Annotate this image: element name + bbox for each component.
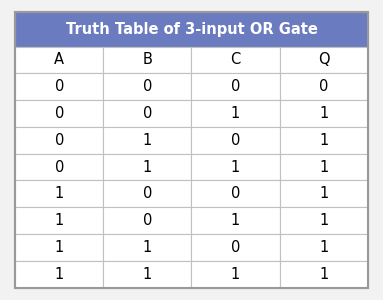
Text: 1: 1 [55, 186, 64, 201]
Text: C: C [231, 52, 241, 67]
Text: 0: 0 [231, 133, 240, 148]
Bar [15, 154, 103, 180]
Text: 1: 1 [319, 160, 328, 175]
Bar [280, 100, 368, 127]
Text: 0: 0 [231, 186, 240, 201]
Bar [103, 207, 192, 234]
Bar [15, 180, 103, 207]
Text: 0: 0 [55, 133, 64, 148]
Bar [15, 261, 103, 288]
Bar [280, 207, 368, 234]
Text: 1: 1 [319, 186, 328, 201]
Text: 1: 1 [319, 213, 328, 228]
Text: 1: 1 [319, 240, 328, 255]
Text: 0: 0 [143, 106, 152, 121]
Text: Truth Table of 3-input OR Gate: Truth Table of 3-input OR Gate [65, 22, 318, 37]
Bar [103, 127, 192, 154]
Text: Q: Q [318, 52, 329, 67]
Text: 1: 1 [231, 160, 240, 175]
Text: 1: 1 [143, 133, 152, 148]
Bar [103, 46, 192, 73]
Text: 1: 1 [231, 267, 240, 282]
Bar [15, 127, 103, 154]
Text: 1: 1 [55, 213, 64, 228]
Bar [280, 261, 368, 288]
Bar [192, 127, 280, 154]
Text: 0: 0 [55, 79, 64, 94]
Bar [103, 154, 192, 180]
Text: 0: 0 [55, 160, 64, 175]
Bar [192, 154, 280, 180]
Text: 1: 1 [143, 160, 152, 175]
Text: 1: 1 [55, 267, 64, 282]
Text: 0: 0 [55, 106, 64, 121]
Bar [15, 100, 103, 127]
Text: 1: 1 [319, 106, 328, 121]
Bar [192, 46, 280, 73]
Bar [15, 234, 103, 261]
Bar [280, 234, 368, 261]
Bar [280, 127, 368, 154]
Text: 0: 0 [143, 186, 152, 201]
Bar [103, 100, 192, 127]
Bar [103, 73, 192, 100]
Text: 1: 1 [143, 267, 152, 282]
Text: 1: 1 [319, 133, 328, 148]
Bar [103, 234, 192, 261]
Bar [192, 100, 280, 127]
Text: 0: 0 [231, 79, 240, 94]
Text: A: A [54, 52, 64, 67]
Text: 0: 0 [231, 240, 240, 255]
Text: 1: 1 [231, 213, 240, 228]
Bar [103, 261, 192, 288]
Bar [192, 73, 280, 100]
Bar [15, 207, 103, 234]
Bar [15, 46, 103, 73]
Bar [280, 73, 368, 100]
Text: 0: 0 [319, 79, 328, 94]
Bar [280, 46, 368, 73]
Text: B: B [142, 52, 152, 67]
Bar [192, 261, 280, 288]
Bar [280, 180, 368, 207]
Bar [192, 234, 280, 261]
Bar [15, 73, 103, 100]
Bar [280, 154, 368, 180]
Text: 1: 1 [231, 106, 240, 121]
Bar [192, 207, 280, 234]
Text: 1: 1 [143, 240, 152, 255]
Text: 1: 1 [55, 240, 64, 255]
Text: 0: 0 [143, 79, 152, 94]
Bar [192, 180, 280, 207]
Text: 0: 0 [143, 213, 152, 228]
Bar [103, 180, 192, 207]
Text: 1: 1 [319, 267, 328, 282]
Bar [15, 12, 368, 46]
